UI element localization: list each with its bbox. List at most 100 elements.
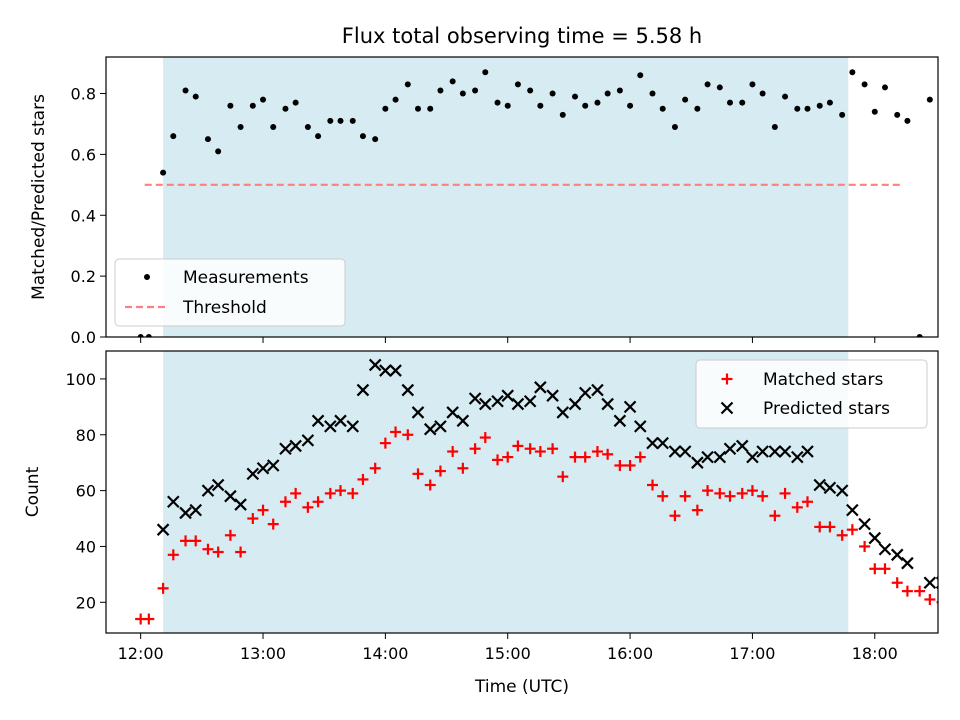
predicted-star-point: [479, 397, 492, 411]
predicted-star-point: [890, 548, 904, 562]
matched-star-point: [357, 473, 369, 485]
measurement-point: [627, 102, 634, 109]
measurement-point: [270, 124, 277, 130]
matched-star-point: [257, 504, 269, 516]
bottom-legend: Matched stars Predicted stars: [695, 359, 928, 429]
matched-star-point: [143, 613, 155, 625]
measurement-point: [392, 96, 399, 103]
predicted-star-point: [491, 394, 504, 408]
measurement-point: [249, 102, 256, 109]
y-tick-label: 0.4: [71, 206, 96, 225]
y-tick-label: 100: [65, 370, 96, 389]
matched-star-point: [879, 563, 891, 575]
predicted-star-point: [858, 517, 871, 531]
measurement-point: [514, 81, 521, 88]
legend-measurements-marker: [144, 274, 150, 280]
measurement-point: [861, 81, 868, 88]
bottom-panel: 20 40 60 80 100 12:00 13:00 14:00 15:00 16:00 17:…: [23, 350, 939, 697]
predicted-star-point: [633, 420, 647, 433]
predicted-star-point: [568, 397, 582, 411]
bottom-y-axis-label: Count: [23, 466, 43, 517]
y-tick-label: 0.0: [71, 328, 96, 347]
measurement-point: [182, 87, 189, 94]
measurement-point: [494, 99, 501, 106]
measurement-point: [637, 72, 644, 79]
y-tick-label: 20: [76, 593, 96, 612]
predicted-star-point: [613, 414, 627, 428]
predicted-star-point: [691, 456, 704, 469]
bottom-legend-box: [695, 359, 928, 429]
measurement-point: [527, 87, 534, 94]
measurements-points: [137, 69, 933, 337]
matched-star-point: [869, 563, 881, 575]
y-tick-label: 60: [76, 482, 96, 501]
predicted-star-point: [356, 383, 370, 397]
predicted-star-point: [523, 394, 537, 408]
measurement-point: [472, 87, 479, 94]
predicted-star-point: [368, 358, 382, 372]
matched-star-point: [157, 582, 169, 594]
measurement-point: [704, 81, 711, 88]
matched-star-point: [624, 459, 636, 471]
measurement-point: [137, 334, 144, 337]
measurement-point: [537, 102, 544, 109]
predicted-star-point: [791, 450, 804, 464]
measurement-point: [771, 124, 778, 130]
matched-star-point: [335, 485, 347, 497]
y-tick-label: 0.8: [71, 85, 96, 104]
matched-star-point: [369, 462, 381, 474]
matched-star-point: [669, 510, 681, 522]
matched-star-point: [634, 451, 646, 463]
matched-star-point: [290, 487, 302, 499]
measurement-point: [604, 90, 611, 97]
matched-star-point: [190, 535, 202, 547]
matched-star-point: [779, 487, 791, 499]
predicted-star-point: [878, 542, 892, 556]
measurement-point: [727, 99, 733, 106]
matched-star-point: [924, 593, 936, 605]
measurement-point: [804, 105, 811, 112]
matched-star-point: [479, 432, 491, 444]
measurement-point: [794, 105, 801, 112]
matched-star-point: [312, 496, 324, 508]
predicted-star-point: [813, 478, 827, 492]
predicted-star-point: [334, 414, 347, 428]
matched-star-point: [647, 479, 659, 491]
matched-star-point: [502, 451, 514, 463]
predicted-star-point: [189, 503, 203, 517]
predicted-star-point: [211, 478, 225, 492]
matched-star-point: [824, 521, 836, 533]
matched-star-point: [379, 437, 391, 449]
measurement-point: [170, 133, 177, 140]
measurement-point: [816, 102, 823, 109]
measurement-point: [904, 117, 911, 124]
predicted-star-point: [301, 434, 315, 447]
predicted-star-point: [656, 436, 669, 450]
matched-star-point: [591, 446, 603, 458]
legend-predicted-marker: [720, 401, 734, 415]
measurement-point: [716, 84, 723, 91]
top-y-ticks: 0.0 0.2 0.4 0.6 0.8: [71, 85, 106, 347]
measurement-point: [739, 99, 746, 106]
predicted-star-point: [646, 436, 659, 450]
measurement-point: [227, 102, 234, 109]
predicted-star-point: [511, 397, 525, 411]
measurement-point: [659, 105, 666, 112]
predicted-star-point: [623, 400, 637, 414]
predicted-star-point: [411, 406, 425, 419]
predicted-star-point: [868, 531, 882, 545]
measurement-point: [894, 111, 901, 118]
y-tick-label: 0.6: [71, 145, 96, 164]
predicted-star-point: [823, 481, 837, 495]
measurement-point: [359, 133, 366, 140]
predicted-star-point: [423, 422, 437, 436]
measurement-point: [881, 84, 888, 91]
matched-star-point: [657, 490, 669, 502]
legend-matched-plus: [721, 373, 733, 385]
measurement-point: [504, 102, 511, 109]
legend-predicted-label: Predicted stars: [763, 399, 890, 419]
matched-star-point: [347, 487, 359, 499]
top-x-ticks: [140, 337, 876, 343]
predicted-star-point: [324, 420, 337, 433]
matched-star-point: [702, 485, 714, 497]
